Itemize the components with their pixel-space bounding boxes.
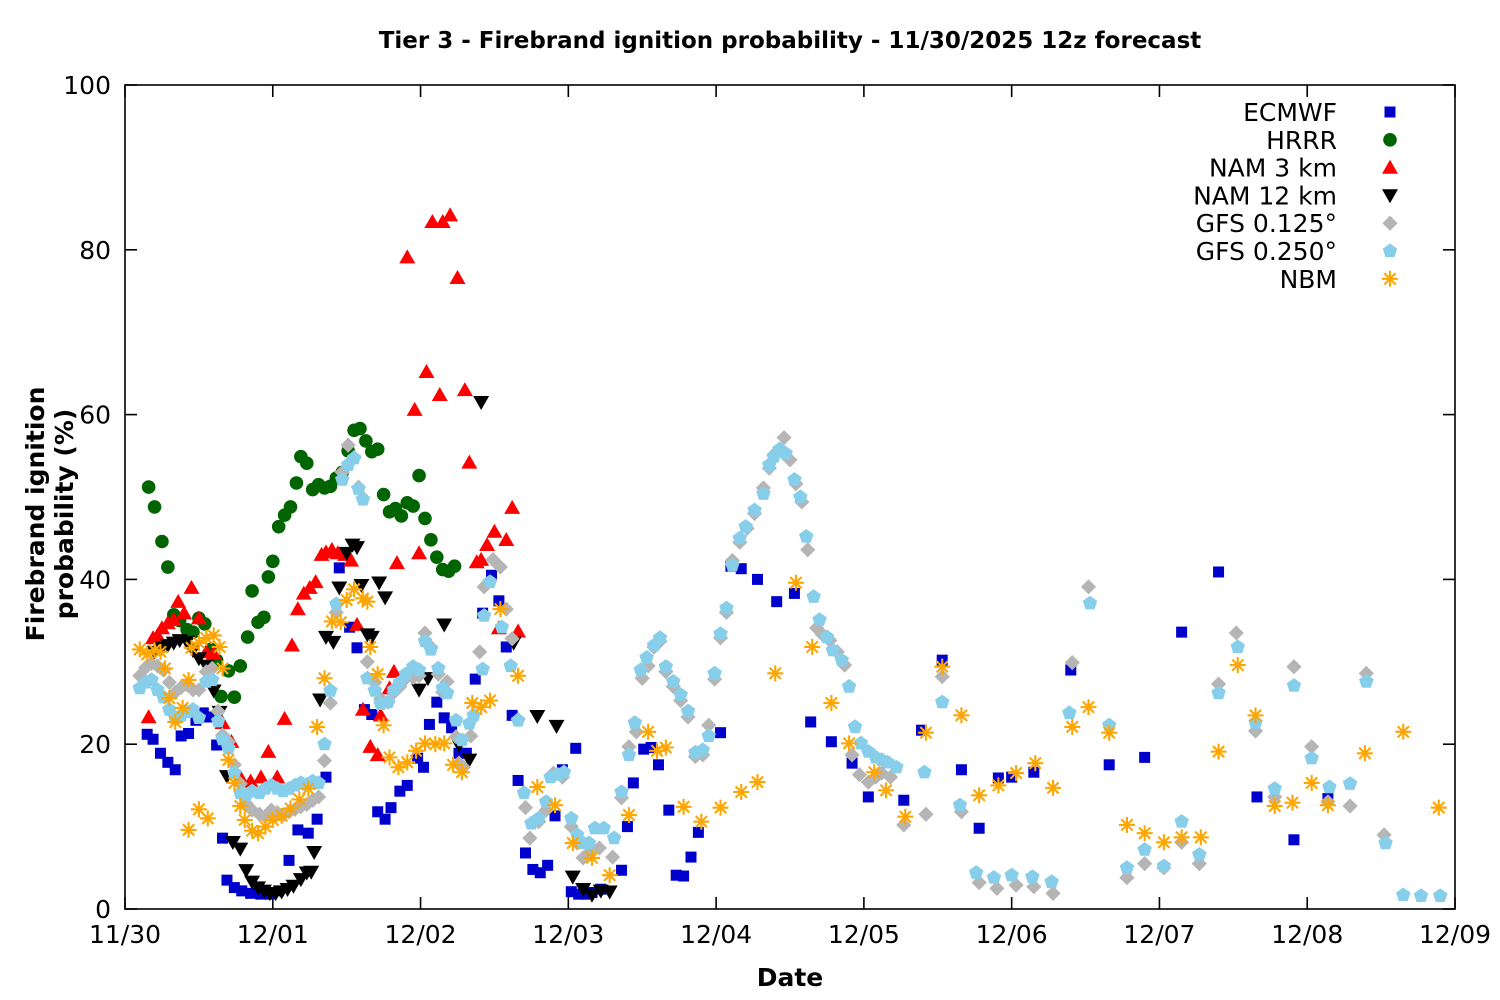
- legend-marker-pentagon-icon: [1382, 243, 1398, 258]
- chart-title: Tier 3 - Firebrand ignition probability …: [378, 28, 1202, 54]
- y-tick-label: 20: [79, 730, 111, 759]
- series-nbm: [131, 574, 1447, 884]
- y-tick-label: 60: [79, 401, 111, 430]
- x-tick-label: 12/02: [385, 920, 457, 949]
- axes: [124, 84, 1456, 910]
- legend-label-nam-3-km: NAM 3 km: [1209, 154, 1337, 183]
- legend-label-gfs-0-250: GFS 0.250°: [1196, 237, 1337, 266]
- legend-marker-triangle-up-icon: [1382, 159, 1398, 174]
- legend-marker-diamond-icon: [1382, 215, 1398, 231]
- y-tick-label: 80: [79, 236, 111, 265]
- legend-marker-triangle-down-icon: [1382, 189, 1398, 204]
- legend-label-nbm: NBM: [1280, 265, 1337, 294]
- x-axis-ticks: 11/30 12/01 12/02 12/03 12/04 12/05 12/06 12/07…: [89, 85, 1491, 949]
- y-tick-label: 100: [63, 71, 111, 100]
- legend-marker-square-icon: [1384, 106, 1396, 118]
- y-tick-label: 0: [95, 895, 111, 924]
- x-tick-label: 11/30: [89, 920, 161, 949]
- x-tick-label: 12/09: [1419, 920, 1491, 949]
- series-gfs-0-250: [132, 441, 1448, 902]
- x-tick-label: 12/08: [1271, 920, 1343, 949]
- y-tick-label: 40: [79, 565, 111, 594]
- x-tick-label: 12/06: [976, 920, 1048, 949]
- legend-label-nam-12-km: NAM 12 km: [1193, 181, 1337, 210]
- legend-label-hrrr: HRRR: [1266, 126, 1337, 155]
- x-tick-label: 12/03: [532, 920, 604, 949]
- x-tick-label: 12/04: [680, 920, 752, 949]
- series-gfs-0-125: [132, 430, 1392, 901]
- x-tick-label: 12/07: [1123, 920, 1195, 949]
- legend-marker-asterisk-icon: [1382, 270, 1398, 287]
- y-axis-ticks: 0 20 40 60 80 100: [63, 71, 1455, 924]
- legend-marker-circle-icon: [1383, 133, 1397, 147]
- legend-label-gfs-0-125: GFS 0.125°: [1196, 209, 1337, 238]
- x-tick-label: 12/05: [828, 920, 900, 949]
- legend-label-ecmwf: ECMWF: [1243, 98, 1337, 127]
- x-tick-label: 12/01: [237, 920, 309, 949]
- x-axis-label: Date: [756, 963, 824, 992]
